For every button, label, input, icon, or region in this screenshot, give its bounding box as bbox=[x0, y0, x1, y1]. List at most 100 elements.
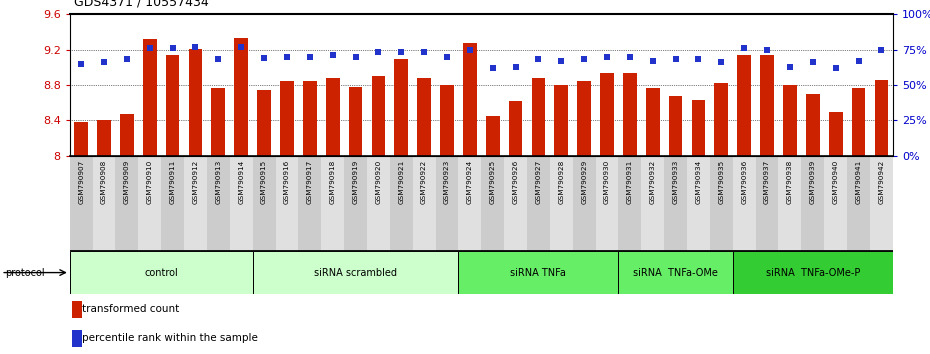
Bar bbox=[74, 122, 88, 156]
Text: GSM790909: GSM790909 bbox=[124, 160, 130, 204]
Point bbox=[348, 54, 363, 59]
Point bbox=[280, 54, 295, 59]
Text: GSM790917: GSM790917 bbox=[307, 160, 312, 204]
Bar bbox=[299, 156, 321, 251]
Point bbox=[142, 45, 157, 51]
Point bbox=[393, 50, 408, 55]
Bar bbox=[550, 156, 573, 251]
Bar bbox=[802, 156, 824, 251]
Text: GSM790930: GSM790930 bbox=[604, 160, 610, 204]
Bar bbox=[72, 330, 82, 347]
Point bbox=[851, 58, 866, 64]
Bar bbox=[413, 156, 435, 251]
Bar bbox=[527, 156, 550, 251]
Bar bbox=[258, 90, 271, 156]
Text: GSM790913: GSM790913 bbox=[216, 160, 221, 204]
Point bbox=[97, 59, 112, 65]
Bar bbox=[115, 156, 139, 251]
Bar bbox=[760, 55, 774, 156]
Bar bbox=[253, 251, 458, 294]
Bar bbox=[874, 80, 888, 156]
Bar bbox=[733, 251, 893, 294]
Text: GSM790937: GSM790937 bbox=[764, 160, 770, 204]
Bar bbox=[184, 156, 206, 251]
Point bbox=[737, 45, 751, 51]
Bar bbox=[714, 83, 728, 156]
Bar bbox=[578, 80, 591, 156]
Text: GSM790939: GSM790939 bbox=[810, 160, 816, 204]
Bar bbox=[390, 156, 413, 251]
Bar bbox=[275, 156, 299, 251]
Text: siRNA  TNFa-OMe-P: siRNA TNFa-OMe-P bbox=[765, 268, 860, 278]
Bar bbox=[737, 55, 751, 156]
Point bbox=[600, 54, 615, 59]
Bar bbox=[303, 81, 316, 156]
Text: GSM790942: GSM790942 bbox=[878, 160, 884, 204]
Point bbox=[485, 65, 500, 71]
Bar bbox=[463, 43, 477, 156]
Point bbox=[73, 61, 88, 67]
Point bbox=[714, 59, 729, 65]
Bar bbox=[230, 156, 253, 251]
Bar bbox=[349, 87, 363, 156]
Bar bbox=[440, 85, 454, 156]
Text: GSM790933: GSM790933 bbox=[672, 160, 679, 204]
Bar bbox=[458, 156, 482, 251]
Bar bbox=[710, 156, 733, 251]
Point bbox=[668, 57, 683, 62]
Bar bbox=[143, 39, 156, 156]
Point bbox=[691, 57, 706, 62]
Point bbox=[166, 45, 180, 51]
Point bbox=[371, 50, 386, 55]
Bar bbox=[618, 156, 642, 251]
Text: GSM790929: GSM790929 bbox=[581, 160, 587, 204]
Text: siRNA  TNFa-OMe: siRNA TNFa-OMe bbox=[633, 268, 718, 278]
Bar bbox=[618, 251, 733, 294]
Bar bbox=[600, 73, 614, 156]
Text: GSM790925: GSM790925 bbox=[490, 160, 496, 204]
Text: GSM790941: GSM790941 bbox=[856, 160, 861, 204]
Point bbox=[829, 65, 844, 71]
Text: GSM790910: GSM790910 bbox=[147, 160, 153, 204]
Point bbox=[211, 57, 226, 62]
Bar bbox=[870, 156, 893, 251]
Bar bbox=[824, 156, 847, 251]
Text: GSM790914: GSM790914 bbox=[238, 160, 245, 204]
Point bbox=[257, 55, 272, 61]
Point bbox=[302, 54, 317, 59]
Bar bbox=[211, 88, 225, 156]
Bar bbox=[573, 156, 595, 251]
Text: control: control bbox=[144, 268, 178, 278]
Bar bbox=[418, 78, 431, 156]
Bar bbox=[485, 116, 499, 156]
Text: GSM790908: GSM790908 bbox=[101, 160, 107, 204]
Point bbox=[805, 59, 820, 65]
Bar bbox=[166, 55, 179, 156]
Bar bbox=[70, 251, 253, 294]
Bar bbox=[326, 78, 339, 156]
Bar bbox=[394, 59, 408, 156]
Bar bbox=[371, 76, 385, 156]
Bar bbox=[206, 156, 230, 251]
Bar bbox=[72, 301, 82, 318]
Text: siRNA scrambled: siRNA scrambled bbox=[314, 268, 397, 278]
Bar bbox=[645, 88, 659, 156]
Point bbox=[417, 50, 432, 55]
Point bbox=[462, 47, 477, 52]
Bar bbox=[234, 38, 248, 156]
Bar bbox=[687, 156, 710, 251]
Text: GSM790940: GSM790940 bbox=[832, 160, 839, 204]
Bar bbox=[161, 156, 184, 251]
Bar bbox=[532, 78, 545, 156]
Text: GSM790927: GSM790927 bbox=[536, 160, 541, 204]
Bar bbox=[70, 156, 93, 251]
Bar bbox=[829, 112, 843, 156]
Bar bbox=[367, 156, 390, 251]
Bar bbox=[847, 156, 870, 251]
Point bbox=[188, 44, 203, 50]
Text: GSM790936: GSM790936 bbox=[741, 160, 747, 204]
Text: GSM790934: GSM790934 bbox=[696, 160, 701, 204]
Bar bbox=[435, 156, 458, 251]
Text: GSM790931: GSM790931 bbox=[627, 160, 633, 204]
Bar bbox=[755, 156, 778, 251]
